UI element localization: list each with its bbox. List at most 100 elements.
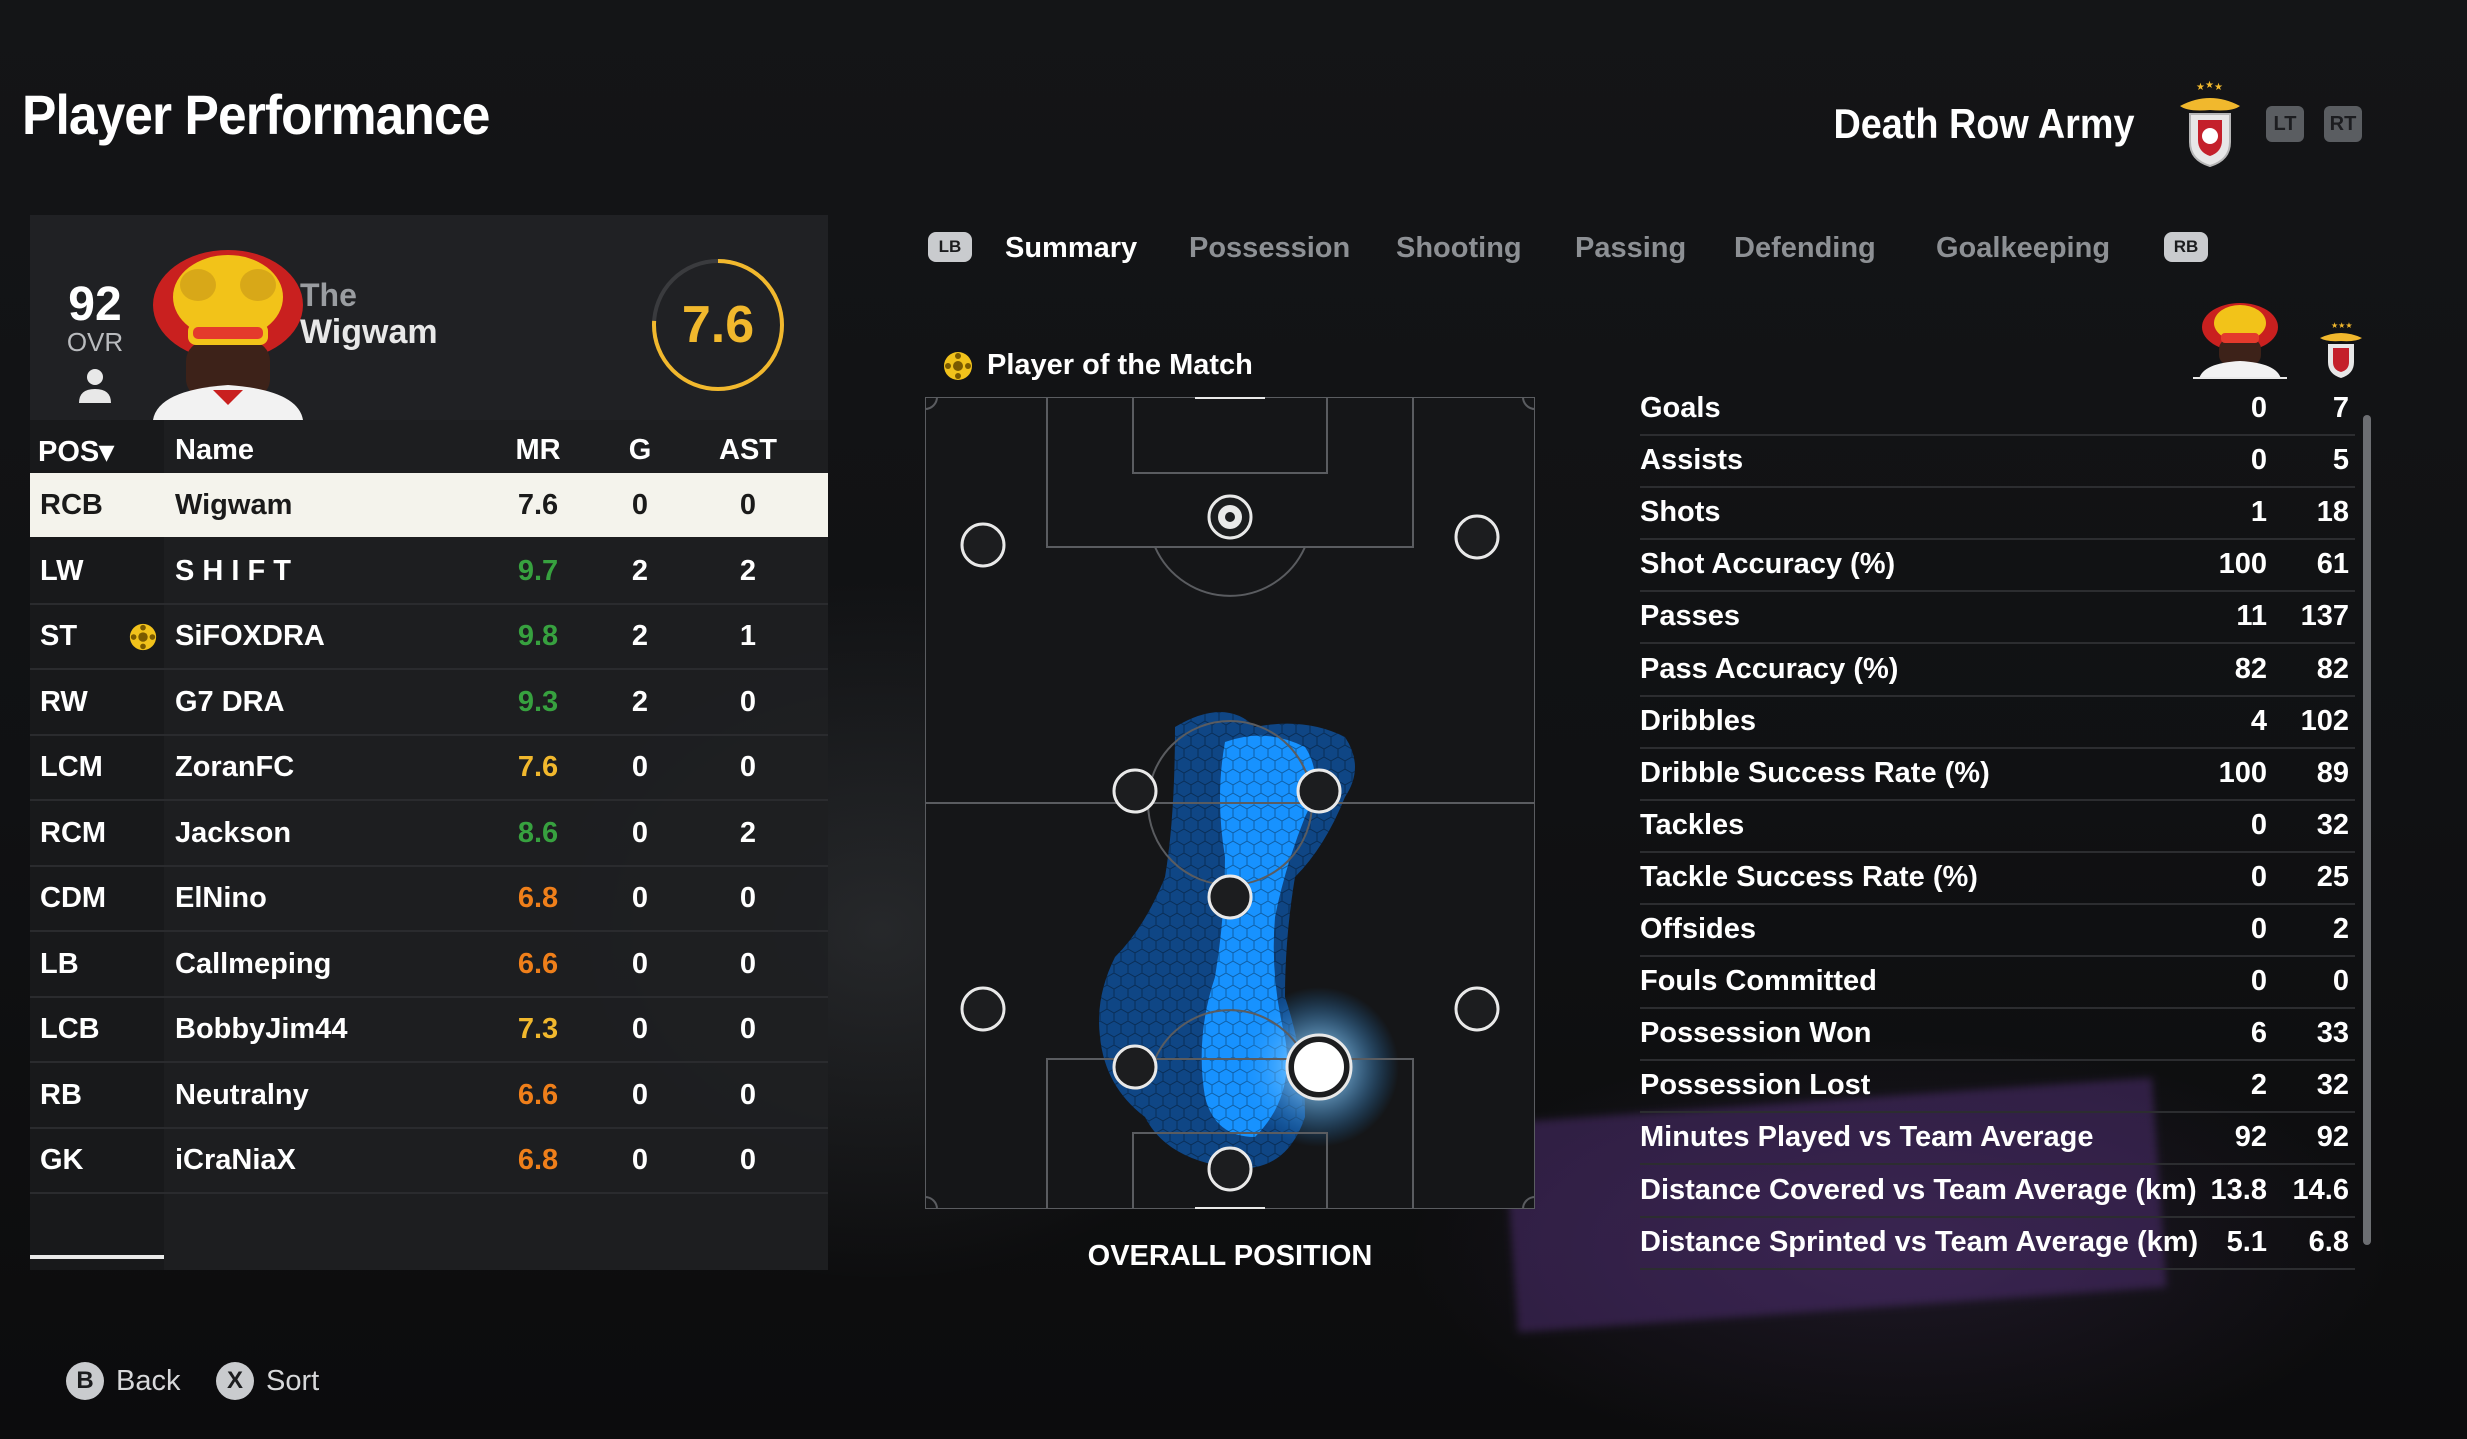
tab-summary[interactable]: Summary: [1005, 232, 1138, 264]
overall-position-pitch: [925, 397, 1535, 1209]
stat-row: Fouls Committed 0 0: [1640, 957, 2355, 1010]
row-match-rating: 6.8: [517, 1144, 559, 1176]
row-position: LCM: [40, 751, 103, 783]
row-goals: 2: [631, 620, 649, 652]
stat-row: Shot Accuracy (%) 100 61: [1640, 540, 2355, 593]
rb-bumper-icon[interactable]: RB: [2164, 232, 2208, 262]
header-pos[interactable]: POS▾: [38, 436, 114, 468]
row-position: GK: [40, 1144, 84, 1176]
row-assists: 0: [739, 685, 757, 718]
row-goals: 0: [631, 947, 649, 980]
row-match-rating: 9.3: [517, 685, 559, 718]
svg-text:★★★: ★★★: [2331, 321, 2353, 330]
team-crest-icon: ★ ★ ★: [2180, 80, 2240, 168]
row-position: LW: [40, 554, 84, 587]
table-row[interactable]: LB Callmeping 6.6 0 0: [30, 932, 828, 998]
row-player-name: iCraNiaX: [175, 1144, 296, 1176]
row-match-rating: 6.6: [517, 947, 559, 980]
table-row[interactable]: CDM ElNino 6.8 0 0: [30, 866, 828, 932]
stat-row: Assists 0 5: [1640, 436, 2355, 489]
lb-bumper-icon[interactable]: LB: [928, 232, 972, 262]
row-goals: 2: [631, 554, 649, 587]
stat-label: Passes: [1640, 600, 1740, 633]
stat-player-value: 11: [2236, 600, 2267, 633]
table-row[interactable]: RCM Jackson 8.6 0 2: [30, 801, 828, 867]
pitch-caption: OVERALL POSITION: [1087, 1240, 1373, 1272]
table-row[interactable]: RB Neutralny 6.6 0 0: [30, 1063, 828, 1129]
row-goals: 2: [631, 685, 649, 718]
row-player-name: S H I F T: [175, 554, 291, 587]
table-row[interactable]: RW G7 DRA 9.3 2 0: [30, 670, 828, 736]
table-row[interactable]: LCM ZoranFC 7.6 0 0: [30, 735, 828, 801]
stat-row: Dribble Success Rate (%) 100 89: [1640, 749, 2355, 801]
player-list-panel: 92 OVR The Wigwam 7.6 POS▾ Name MR G: [30, 215, 828, 1270]
row-match-rating: 7.6: [517, 489, 559, 521]
tab-passing[interactable]: Passing: [1575, 232, 1687, 264]
table-row[interactable]: RCB Wigwam 7.6 0 0: [30, 473, 828, 537]
tab-goalkeeping[interactable]: Goalkeeping: [1936, 232, 2111, 264]
stat-row: Distance Sprinted vs Team Average (km) 5.…: [1640, 1218, 2355, 1270]
row-goals: 0: [631, 816, 649, 849]
table-row[interactable]: ST SiFOXDRA 9.8 2 1: [30, 604, 828, 670]
lt-trigger-icon[interactable]: LT: [2266, 106, 2304, 142]
stat-row: Passes 11 137: [1640, 592, 2355, 645]
stat-team-value: 33: [2316, 1017, 2349, 1050]
row-assists: 2: [739, 816, 757, 849]
player-of-the-match-label: Player of the Match: [987, 349, 1253, 381]
back-hint[interactable]: B Back: [66, 1362, 180, 1400]
row-player-name: Jackson: [175, 816, 292, 849]
match-rating-value: 7.6: [681, 296, 755, 354]
stat-label: Shot Accuracy (%): [1640, 548, 1896, 581]
table-row[interactable]: LCB BobbyJim44 7.3 0 0: [30, 997, 828, 1063]
stat-label: Dribble Success Rate (%): [1640, 756, 1990, 789]
team-crest-small-icon: ★★★: [2320, 321, 2362, 378]
stat-team-value: 6.8: [2308, 1225, 2349, 1258]
row-match-rating: 9.7: [517, 554, 559, 587]
x-button-icon: X: [216, 1362, 254, 1400]
header-mr[interactable]: MR: [515, 434, 561, 466]
stat-player-value: 0: [2250, 444, 2267, 477]
row-position: RCM: [40, 816, 107, 849]
row-position: RCB: [40, 489, 103, 521]
tab-shooting[interactable]: Shooting: [1396, 232, 1522, 264]
table-row[interactable]: GK iCraNiaX 6.8 0 0: [30, 1128, 828, 1194]
stat-team-value: 18: [2316, 496, 2349, 529]
tab-defending[interactable]: Defending: [1734, 232, 1876, 264]
header-name[interactable]: Name: [175, 434, 254, 466]
stat-player-value: 2: [2250, 1069, 2267, 1102]
row-assists: 1: [739, 620, 757, 652]
row-player-name: Wigwam: [175, 489, 293, 521]
stat-team-value: 102: [2300, 704, 2349, 737]
rt-trigger-icon[interactable]: RT: [2324, 106, 2362, 142]
stat-label: Possession Won: [1640, 1017, 1872, 1050]
table-row[interactable]: LW S H I F T 9.7 2 2: [30, 539, 828, 605]
header-g[interactable]: G: [628, 434, 652, 466]
stat-team-value: 61: [2316, 548, 2349, 581]
stat-label: Dribbles: [1640, 704, 1757, 737]
back-label: Back: [116, 1364, 181, 1397]
stat-row: Possession Lost 2 32: [1640, 1061, 2355, 1114]
row-goals: 0: [631, 489, 649, 521]
row-assists: 0: [739, 1013, 757, 1045]
stats-scrollbar[interactable]: [2363, 415, 2371, 1245]
row-match-rating: 6.6: [517, 1078, 559, 1111]
stat-label: Pass Accuracy (%): [1640, 652, 1899, 685]
stat-label: Fouls Committed: [1640, 965, 1877, 998]
row-goals: 0: [631, 1013, 649, 1045]
row-match-rating: 8.6: [517, 816, 559, 849]
person-icon: [79, 369, 111, 403]
list-scroll-indicator: [30, 1255, 164, 1259]
stat-row: Minutes Played vs Team Average 92 92: [1640, 1113, 2355, 1166]
player-of-the-match-icon: [944, 352, 972, 380]
stat-row: Shots 1 18: [1640, 488, 2355, 541]
row-position: RW: [40, 685, 88, 718]
sort-hint[interactable]: X Sort: [216, 1362, 319, 1400]
stat-label: Assists: [1640, 444, 1744, 477]
tab-possession[interactable]: Possession: [1189, 232, 1351, 264]
row-player-name: ElNino: [175, 882, 267, 914]
row-goals: 0: [631, 882, 649, 914]
row-player-name: SiFOXDRA: [175, 620, 325, 652]
b-button-icon: B: [66, 1362, 104, 1400]
header-ast[interactable]: AST: [719, 434, 777, 466]
row-match-rating: 7.3: [517, 1013, 559, 1045]
